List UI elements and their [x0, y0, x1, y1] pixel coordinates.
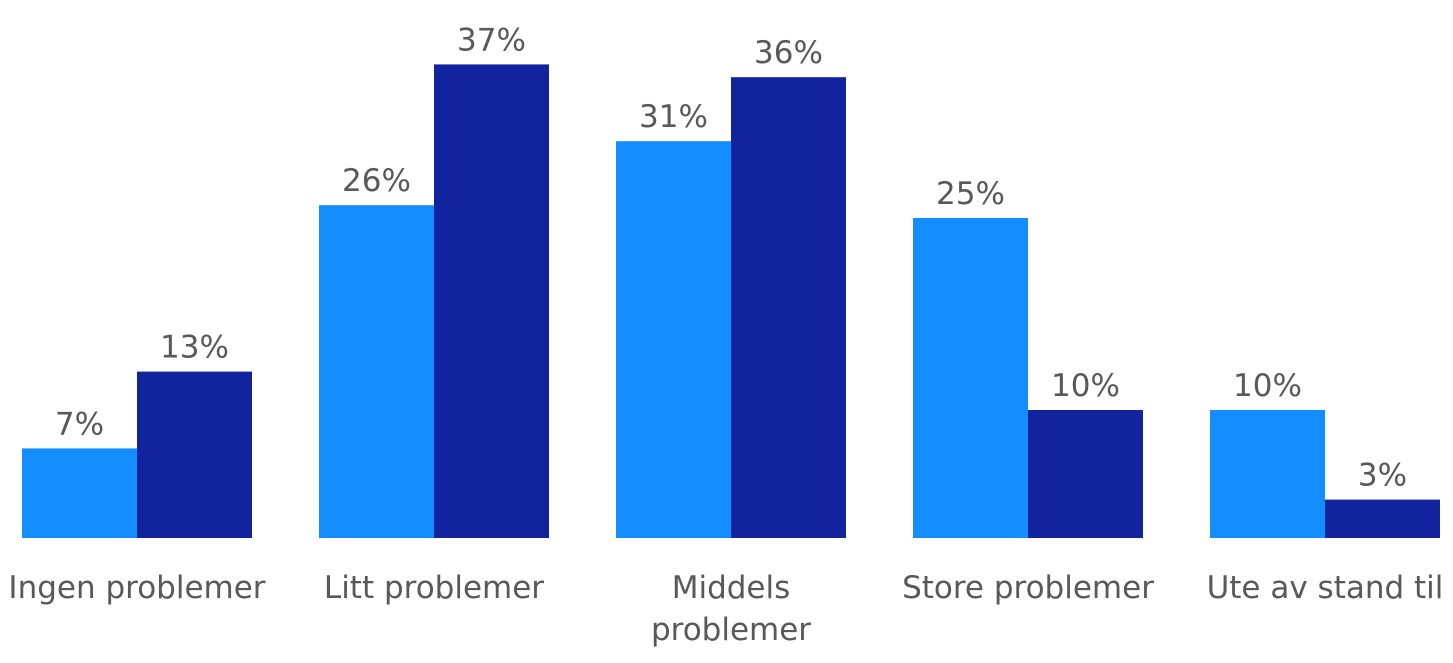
- bar-series-2-cat-3: [731, 77, 846, 538]
- bars-group: [22, 64, 1440, 539]
- category-labels-group: Ingen problemer Litt problemer Middels prob…: [8, 570, 1443, 648]
- data-label-series-1-cat-4: 25%: [936, 176, 1005, 212]
- bar-series-2-cat-4: [1028, 410, 1143, 538]
- data-label-series-1-cat-2: 26%: [342, 163, 411, 199]
- category-label-1: Ingen problemer: [8, 570, 265, 606]
- bar-series-2-cat-2: [434, 64, 549, 539]
- bar-series-2-cat-5: [1325, 499, 1440, 538]
- category-label-4: Store problemer: [902, 570, 1154, 606]
- data-label-series-2-cat-1: 13%: [160, 330, 229, 366]
- bar-series-1-cat-3: [616, 141, 731, 538]
- category-label-3-line-2: problemer: [651, 612, 811, 648]
- bar-series-1-cat-5: [1210, 410, 1325, 538]
- value-labels-group: 7% 13% 26% 37% 31% 36% 25% 10% 10% 3%: [55, 22, 1407, 493]
- category-label-3-line-1: Middels: [672, 570, 791, 606]
- bar-series-1-cat-2: [319, 205, 434, 538]
- data-label-series-1-cat-5: 10%: [1233, 368, 1302, 404]
- data-label-series-2-cat-4: 10%: [1051, 368, 1120, 404]
- data-label-series-2-cat-5: 3%: [1358, 458, 1407, 494]
- bar-series-1-cat-1: [22, 448, 137, 538]
- data-label-series-1-cat-1: 7%: [55, 406, 104, 442]
- data-label-series-1-cat-3: 31%: [639, 99, 708, 135]
- category-label-5: Ute av stand til: [1207, 570, 1444, 606]
- category-label-2: Litt problemer: [324, 570, 544, 606]
- bar-series-1-cat-4: [913, 218, 1028, 538]
- bar-series-2-cat-1: [137, 371, 252, 538]
- data-label-series-2-cat-3: 36%: [754, 35, 823, 71]
- data-label-series-2-cat-2: 37%: [457, 22, 526, 58]
